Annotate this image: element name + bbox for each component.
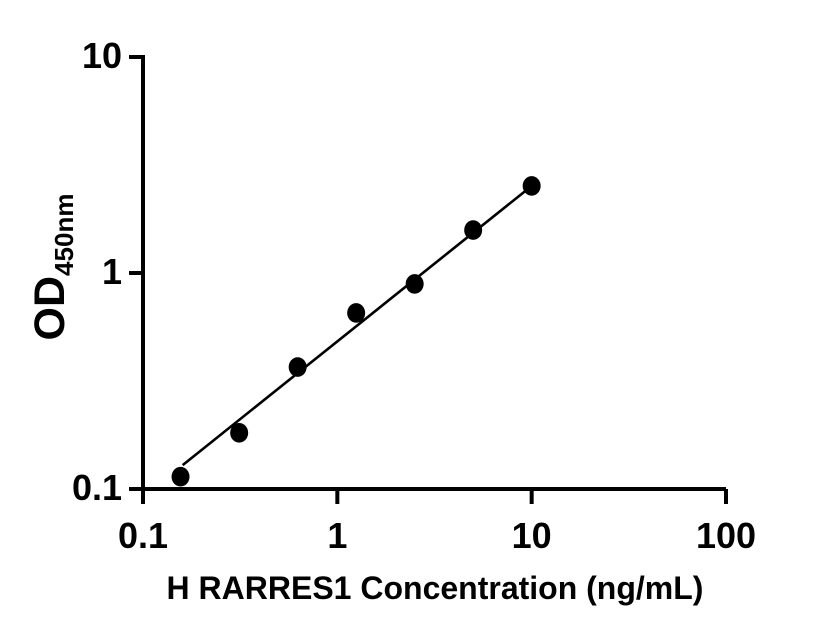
axis-spine xyxy=(141,55,726,491)
x-axis-title: H RARRES1 Concentration (ng/mL) xyxy=(167,570,704,606)
x-tick-label: 1 xyxy=(327,515,347,556)
x-tick-label: 10 xyxy=(512,515,552,556)
tick-layer xyxy=(129,55,728,504)
y-tick-label: 1 xyxy=(102,251,122,292)
plot-layer xyxy=(171,176,541,487)
y-axis-title-subscript: 450nm xyxy=(49,194,79,276)
data-point xyxy=(464,220,483,240)
data-point xyxy=(230,423,249,443)
y-axis-title-main: OD xyxy=(26,276,74,341)
data-point xyxy=(522,176,541,196)
tick-label-layer: 0.1 1 10 100 0.1 1 10 xyxy=(72,35,756,556)
axes-layer xyxy=(141,55,726,491)
data-point xyxy=(347,303,366,323)
y-tick-label: 0.1 xyxy=(72,467,122,508)
y-tick-label: 10 xyxy=(82,35,122,76)
y-axis-title: OD450nm xyxy=(26,194,79,341)
data-point xyxy=(171,466,190,487)
data-point xyxy=(405,274,424,294)
x-tick-label: 100 xyxy=(696,515,756,556)
data-point xyxy=(288,357,307,377)
x-tick-label: 0.1 xyxy=(118,515,168,556)
